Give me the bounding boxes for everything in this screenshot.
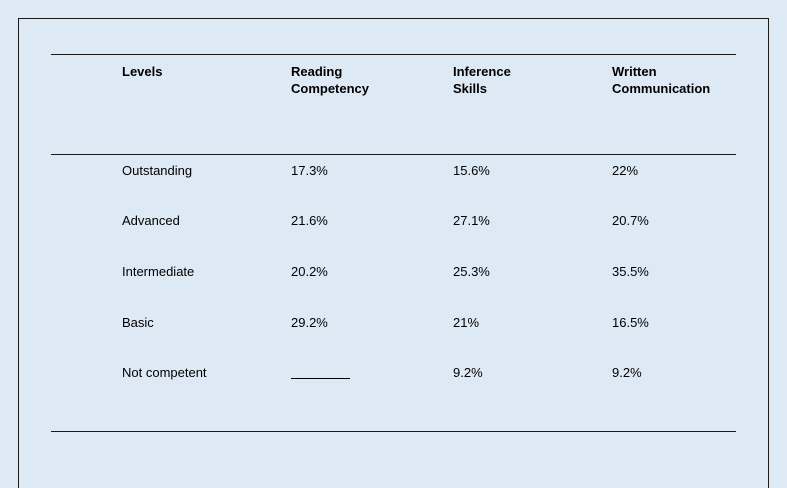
row-reading: 29.2% [291, 315, 328, 330]
table-header-rule [51, 154, 736, 155]
row-level: Not competent [122, 365, 207, 380]
row-reading: 20.2% [291, 264, 328, 279]
row-written: 22% [612, 163, 639, 178]
row-level: Basic [122, 315, 154, 330]
row-reading-blank [291, 364, 350, 383]
row-written: 20.7% [612, 213, 649, 228]
row-level: Outstanding [122, 163, 193, 178]
row-level: Intermediate [122, 264, 195, 279]
row-reading: 17.3% [291, 163, 328, 178]
table-frame [18, 18, 769, 488]
row-reading: 21.6% [291, 213, 328, 228]
row-level: Advanced [122, 213, 180, 228]
table-bottom-rule [51, 431, 736, 432]
header-levels: Levels [122, 64, 163, 79]
row-inference: 15.6% [453, 163, 490, 178]
row-written: 35.5% [612, 264, 649, 279]
header-written-communication: Written Communication [612, 64, 711, 96]
header-inference-skills: Inference Skills [453, 64, 511, 96]
table-top-rule [51, 54, 736, 55]
row-written: 16.5% [612, 315, 649, 330]
row-inference: 9.2% [453, 365, 483, 380]
blank-line [291, 364, 350, 379]
row-inference: 21% [453, 315, 480, 330]
row-inference: 27.1% [453, 213, 490, 228]
row-written: 9.2% [612, 365, 642, 380]
row-inference: 25.3% [453, 264, 490, 279]
header-reading-competency: Reading Competency [291, 64, 370, 96]
